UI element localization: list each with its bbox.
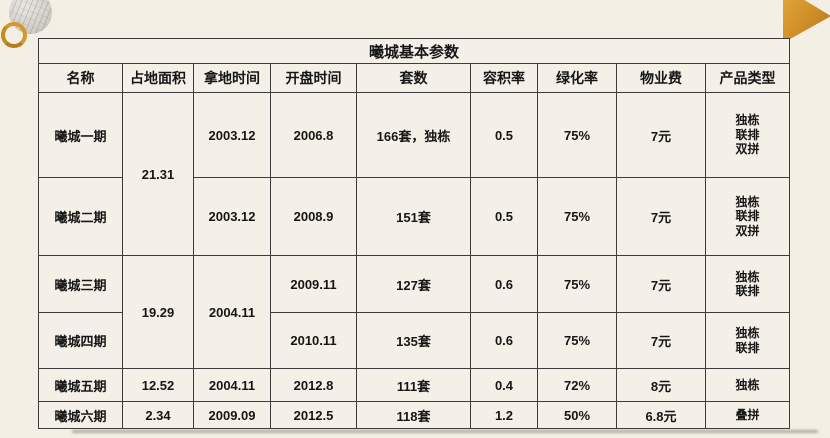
cell-plot-ratio: 0.5 bbox=[470, 92, 538, 178]
cell-property-fee: 7元 bbox=[616, 312, 706, 369]
header-property-fee: 物业费 bbox=[616, 63, 706, 93]
table-row-phase2: 曦城二期 2003.12 2008.9 151套 0.5 75% 7元 独栋 联… bbox=[38, 177, 791, 256]
cell-product-type: 独栋 bbox=[704, 368, 791, 402]
cell-name: 曦城三期 bbox=[38, 255, 123, 313]
header-plot-ratio: 容积率 bbox=[470, 63, 538, 93]
gold-triangle-icon bbox=[783, 0, 830, 43]
cell-land-time: 2009.09 bbox=[193, 401, 271, 429]
header-land-area: 占地面积 bbox=[122, 63, 194, 93]
gold-ring-icon bbox=[1, 22, 27, 48]
cell-units: 135套 bbox=[356, 312, 471, 369]
cell-plot-ratio: 0.4 bbox=[470, 368, 538, 402]
table-row-phase4: 曦城四期 2010.11 135套 0.6 75% 7元 独栋 联排 bbox=[38, 312, 791, 369]
cell-units: 127套 bbox=[356, 255, 471, 313]
cell-name: 曦城五期 bbox=[38, 368, 123, 402]
cell-green-rate: 75% bbox=[537, 177, 617, 256]
cell-plot-ratio: 1.2 bbox=[470, 401, 538, 429]
header-name: 名称 bbox=[38, 63, 123, 93]
cell-green-rate: 75% bbox=[537, 312, 617, 369]
table-title-row: 曦城基本参数 bbox=[37, 38, 791, 64]
cell-units: 111套 bbox=[356, 368, 471, 402]
header-green-rate: 绿化率 bbox=[537, 63, 617, 93]
table-row-phase5: 曦城五期 12.52 2004.11 2012.8 111套 0.4 72% 8… bbox=[38, 368, 791, 402]
cell-land-area: 12.52 bbox=[122, 368, 194, 402]
cell-property-fee: 7元 bbox=[616, 92, 706, 178]
cell-name: 曦城二期 bbox=[38, 177, 123, 256]
cell-land-time: 2004.11 bbox=[193, 255, 271, 369]
basic-params-table: 曦城基本参数 名称 占地面积 拿地时间 开盘时间 套数 容积率 绿化率 物业费 … bbox=[37, 38, 791, 429]
cell-units: 118套 bbox=[356, 401, 471, 429]
header-open-time: 开盘时间 bbox=[270, 63, 357, 93]
cell-property-fee: 8元 bbox=[616, 368, 706, 402]
cell-green-rate: 75% bbox=[537, 92, 617, 178]
cell-property-fee: 7元 bbox=[616, 255, 706, 313]
cell-name: 曦城四期 bbox=[38, 312, 123, 369]
cell-units: 166套，独栋 bbox=[356, 92, 471, 178]
cell-product-type: 独栋 联排 bbox=[704, 312, 791, 369]
cell-land-area: 21.31 bbox=[122, 92, 194, 256]
table-header-row: 名称 占地面积 拿地时间 开盘时间 套数 容积率 绿化率 物业费 产品类型 bbox=[38, 63, 791, 93]
header-land-time: 拿地时间 bbox=[193, 63, 271, 93]
table-row-phase6: 曦城六期 2.34 2009.09 2012.5 118套 1.2 50% 6.… bbox=[38, 401, 791, 429]
cell-plot-ratio: 0.6 bbox=[470, 312, 538, 369]
cell-name: 曦城一期 bbox=[38, 92, 123, 178]
table-row-phase3: 曦城三期 19.29 2004.11 2009.11 127套 0.6 75% … bbox=[38, 255, 791, 369]
cell-green-rate: 50% bbox=[537, 401, 617, 429]
cell-product-type: 叠拼 bbox=[704, 401, 791, 429]
cell-plot-ratio: 0.5 bbox=[470, 177, 538, 256]
cell-open-time: 2010.11 bbox=[270, 312, 357, 369]
cell-open-time: 2012.8 bbox=[270, 368, 357, 402]
cell-product-type: 独栋 联排 双拼 bbox=[704, 177, 791, 256]
cell-name: 曦城六期 bbox=[38, 401, 123, 429]
cell-property-fee: 6.8元 bbox=[616, 401, 706, 429]
cell-property-fee: 7元 bbox=[616, 177, 706, 256]
table-row-phase1: 曦城一期 21.31 2003.12 2006.8 166套，独栋 0.5 75… bbox=[38, 92, 791, 256]
cell-open-time: 2006.8 bbox=[270, 92, 357, 178]
table-title: 曦城基本参数 bbox=[37, 38, 791, 64]
cell-land-area: 2.34 bbox=[122, 401, 194, 429]
cell-land-time: 2003.12 bbox=[193, 92, 271, 178]
slide-bottom-shadow bbox=[72, 430, 818, 433]
cell-green-rate: 75% bbox=[537, 255, 617, 313]
cell-land-time: 2004.11 bbox=[193, 368, 271, 402]
cell-land-time: 2003.12 bbox=[193, 177, 271, 256]
cell-product-type: 独栋 联排 双拼 bbox=[704, 92, 791, 178]
cell-open-time: 2012.5 bbox=[270, 401, 357, 429]
cell-green-rate: 72% bbox=[537, 368, 617, 402]
cell-land-area: 19.29 bbox=[122, 255, 194, 369]
cell-units: 151套 bbox=[356, 177, 471, 256]
header-units: 套数 bbox=[356, 63, 471, 93]
cell-open-time: 2008.9 bbox=[270, 177, 357, 256]
cell-plot-ratio: 0.6 bbox=[470, 255, 538, 313]
cell-open-time: 2009.11 bbox=[270, 255, 357, 313]
header-product-type: 产品类型 bbox=[704, 63, 791, 93]
cell-product-type: 独栋 联排 bbox=[704, 255, 791, 313]
